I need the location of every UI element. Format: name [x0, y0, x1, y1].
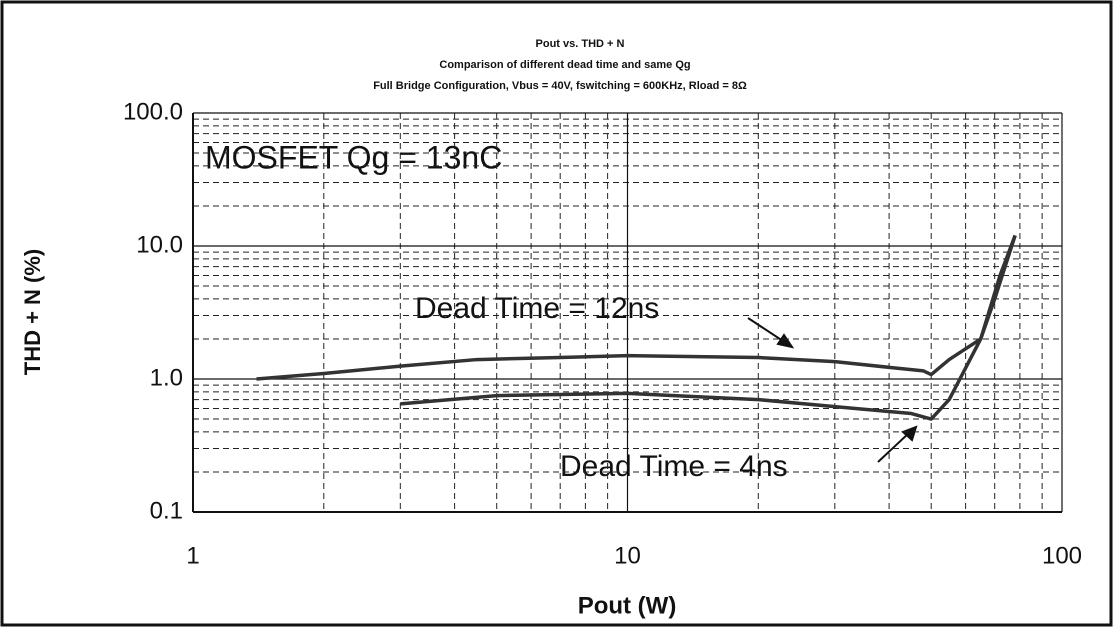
chart-subtitle: Full Bridge Configuration, Vbus = 40V, f… — [373, 80, 747, 92]
chart-title: Pout vs. THD + N — [536, 38, 625, 50]
series-line — [400, 234, 1017, 421]
y-axis-label: THD + N (%) — [20, 249, 45, 376]
arrows — [747, 317, 918, 463]
series-line — [256, 234, 1017, 381]
annotation: Dead Time = 12ns — [415, 292, 659, 325]
y-tick-label: 100.0 — [123, 98, 183, 125]
annotation: MOSFET Qg = 13nC — [205, 139, 502, 175]
annotation: Dead Time = 4ns — [560, 450, 788, 483]
x-tick-label: 1 — [186, 542, 199, 569]
y-tick-label: 0.1 — [150, 497, 183, 524]
x-tick-label: 100 — [1042, 542, 1082, 569]
chart-subtitle: Comparison of different dead time and sa… — [439, 59, 690, 71]
x-tick-label: 10 — [614, 542, 641, 569]
x-axis-label: Pout (W) — [578, 592, 677, 619]
y-tick-label: 10.0 — [136, 231, 183, 258]
y-tick-label: 1.0 — [150, 364, 183, 391]
